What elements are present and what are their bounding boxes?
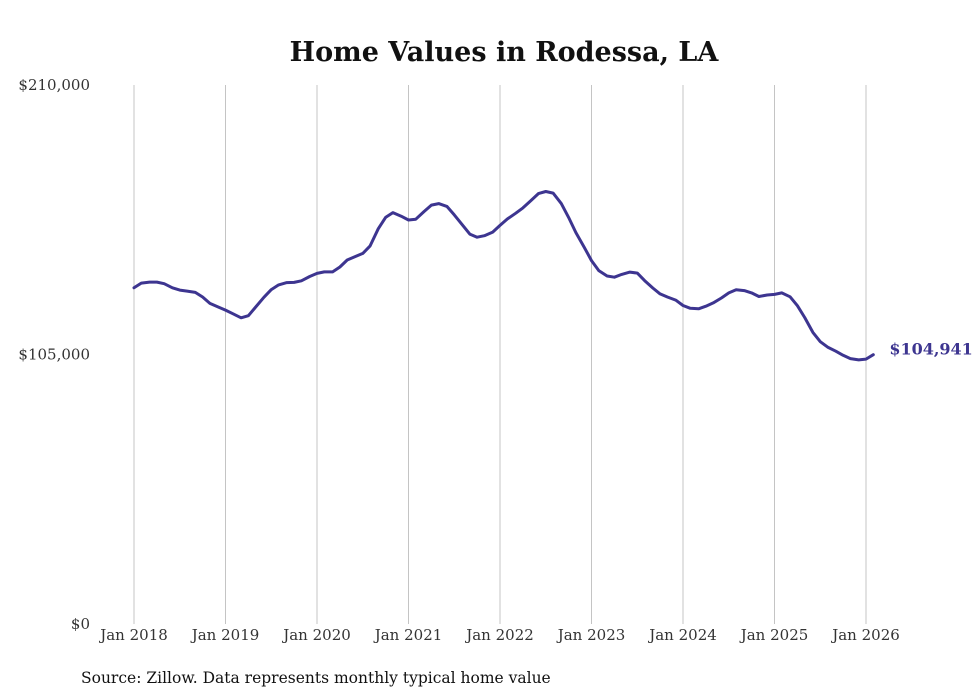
x-tick-label: Jan 2021 — [373, 626, 443, 644]
x-tick-label: Jan 2022 — [464, 626, 534, 644]
gridlines — [133, 85, 867, 624]
x-axis-ticks: Jan 2018 Jan 2019 Jan 2020 Jan 2021 Jan 2022… — [98, 626, 900, 644]
x-tick-label: Jan 2020 — [281, 626, 351, 644]
x-tick-label: Jan 2019 — [190, 626, 260, 644]
source-note: Source: Zillow. Data represents monthly … — [81, 669, 551, 687]
x-tick-label: Jan 2023 — [556, 626, 626, 644]
latest-value-label: $104,941 — [889, 340, 973, 359]
x-tick-label: Jan 2024 — [647, 626, 717, 644]
y-axis-ticks: $0 $105,000 $210,000 — [18, 76, 90, 633]
home-value-line — [132, 190, 875, 362]
x-tick-label: Jan 2018 — [98, 626, 168, 644]
x-tick-label: Jan 2025 — [739, 626, 809, 644]
y-tick-label: $210,000 — [18, 76, 90, 94]
y-tick-label: $105,000 — [18, 346, 90, 364]
chart-title: Home Values in Rodessa, LA — [290, 37, 720, 68]
x-tick-label: Jan 2026 — [830, 626, 900, 644]
y-tick-label: $0 — [71, 615, 90, 633]
